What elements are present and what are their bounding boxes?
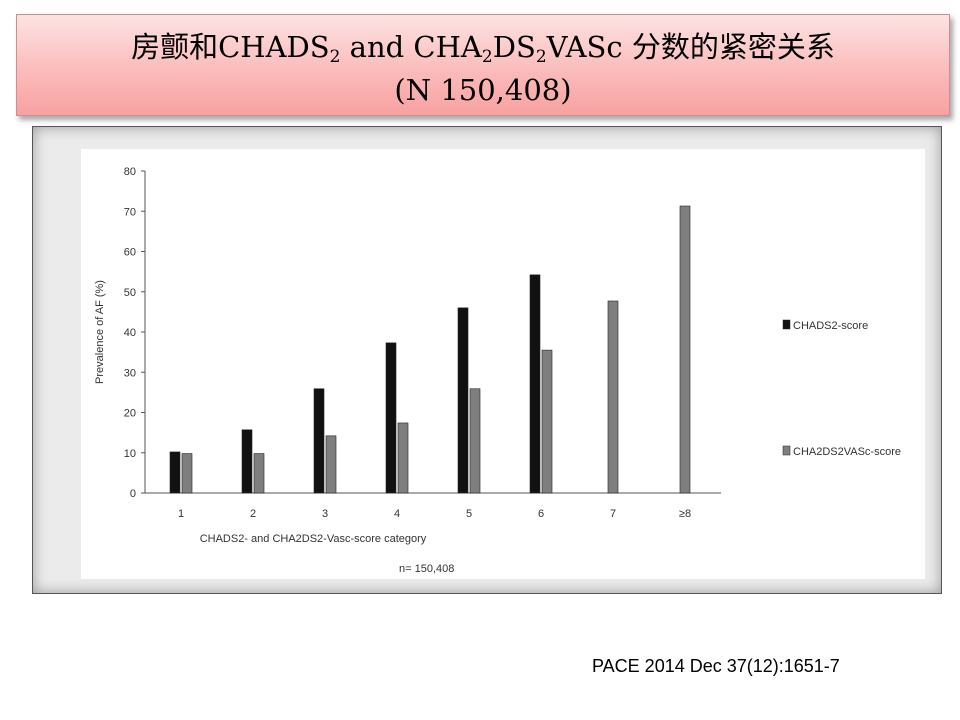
y-tick-label: 20 <box>124 408 136 420</box>
bar-chads2-2 <box>313 388 325 494</box>
bar-cha2ds2vasc-6 <box>607 300 619 494</box>
y-axis-label: Prevalence of AF (%) <box>94 280 106 384</box>
y-tick-label: 0 <box>130 488 136 500</box>
x-tick-label: 1 <box>178 508 184 520</box>
x-axis-label: CHADS2- and CHA2DS2-Vasc-score category <box>200 533 427 545</box>
bar-cha2ds2vasc-0 <box>181 453 193 494</box>
title-text-mid: and CHA <box>340 30 482 64</box>
bar-cha2ds2vasc-7 <box>679 205 691 494</box>
title-subscript: 2 <box>329 47 341 67</box>
title-text-prefix: 房颤和CHADS <box>131 30 330 64</box>
citation: PACE 2014 Dec 37(12):1651-7 <box>592 656 840 676</box>
x-tick-label: 6 <box>538 508 544 520</box>
y-tick-label: 30 <box>124 367 136 379</box>
x-tick-label: 7 <box>610 508 616 520</box>
y-tick-label: 10 <box>124 448 136 460</box>
title-subscript: 2 <box>481 47 493 67</box>
title-subscript: 2 <box>535 47 547 67</box>
bar-cha2ds2vasc-2 <box>325 435 337 494</box>
y-tick-label: 60 <box>124 247 136 259</box>
bar-cha2ds2vasc-1 <box>253 453 265 494</box>
bar-cha2ds2vasc-5 <box>541 349 553 494</box>
y-tick-label: 50 <box>124 287 136 299</box>
slide-subtitle: (N 150,408) <box>394 73 572 107</box>
bar-chads2-3 <box>385 342 397 494</box>
x-tick-label: ≥8 <box>679 508 691 520</box>
title-text-mid: DS <box>492 30 536 64</box>
bar-chads2-5 <box>529 274 541 494</box>
bar-cha2ds2vasc-4 <box>469 388 481 494</box>
x-tick-label: 3 <box>322 508 328 520</box>
bar-chads2-0 <box>169 451 181 494</box>
slide-title: 房颤和CHADS2 and CHA2DS2VASc 分数的紧密关系 <box>17 29 949 75</box>
x-tick-label: 2 <box>250 508 256 520</box>
x-tick-label: 4 <box>394 508 400 520</box>
slide-title-box: 房颤和CHADS2 and CHA2DS2VASc 分数的紧密关系 (N 150… <box>16 14 950 116</box>
legend-label-chads2: CHADS2-score <box>793 320 868 332</box>
legend-swatch-chads2 <box>782 319 791 330</box>
bar-chart: 0 10 20 30 40 50 60 70 80 1 2 3 4 5 6 7 ≥8 Prevalence of … <box>94 166 901 575</box>
figure-frame: 0 10 20 30 40 50 60 70 80 1 2 3 4 5 6 7 ≥8 Prevalence of … <box>32 126 942 594</box>
bar-cha2ds2vasc-3 <box>397 422 409 494</box>
bar-chads2-4 <box>457 307 469 494</box>
x-tick-label: 5 <box>466 508 472 520</box>
chart-panel: 0 10 20 30 40 50 60 70 80 1 2 3 4 5 6 7 ≥8 Prevalence of … <box>81 149 925 579</box>
sample-size-note: n= 150,408 <box>399 563 454 575</box>
bar-chads2-1 <box>241 429 253 494</box>
y-tick-label: 70 <box>124 206 136 218</box>
title-text-suffix: VASc 分数的紧密关系 <box>546 30 835 64</box>
y-tick-label: 80 <box>124 166 136 178</box>
legend-swatch-cha2ds2vasc <box>782 445 791 456</box>
legend-label-cha2ds2vasc: CHA2DS2VASc-score <box>793 446 901 458</box>
y-tick-label: 40 <box>124 327 136 339</box>
